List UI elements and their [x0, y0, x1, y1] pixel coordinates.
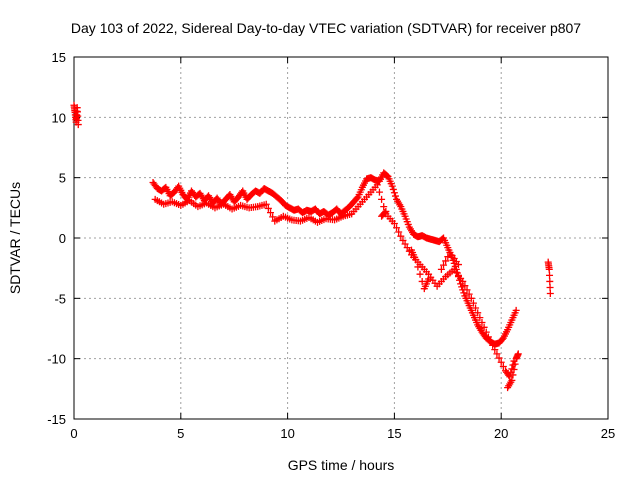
data-point-fill [465, 290, 473, 298]
y-tick-label: 15 [52, 50, 66, 65]
plot-frame [73, 56, 609, 420]
data-point-fill [414, 263, 422, 271]
data-point-fill [499, 363, 507, 371]
data-point [493, 350, 501, 358]
data-point-fill [463, 286, 471, 294]
data-point [454, 261, 462, 269]
data-point-fill [390, 189, 398, 197]
data-point-fill [510, 366, 518, 374]
data-point-fill [474, 309, 482, 317]
series-1 [70, 101, 554, 348]
data-point-fill [458, 283, 466, 291]
data-point [382, 207, 390, 215]
data-point [412, 256, 420, 264]
data-point [476, 314, 484, 322]
data-point-fill [460, 289, 468, 297]
grid [74, 57, 608, 419]
data-point-fill [472, 304, 480, 312]
data-point-fill [546, 283, 554, 291]
data-point [262, 200, 270, 208]
data-point-fill [495, 354, 503, 362]
data-point-fill [380, 203, 388, 211]
x-axis-label: GPS time / hours [288, 457, 395, 473]
data-point-fill [509, 371, 517, 379]
data-point-fill [403, 244, 411, 252]
series-3 [378, 207, 522, 392]
data-point-fill [469, 299, 477, 307]
y-tick-label: 5 [59, 171, 66, 186]
chart-title: Day 103 of 2022, Sidereal Day-to-day VTE… [71, 20, 581, 36]
y-tick-label: 10 [52, 110, 66, 125]
data-point [484, 333, 492, 341]
data-point-fill [391, 192, 399, 200]
data-point [399, 236, 407, 244]
data-point [373, 181, 381, 189]
data-point-fill [546, 277, 554, 285]
data-point-fill [444, 253, 452, 261]
y-tick-label: 0 [59, 231, 66, 246]
data-point [512, 306, 520, 314]
x-tick-label: 20 [494, 426, 508, 441]
y-axis-label: SDTVAR / TECUs [7, 182, 23, 294]
data-point-fill [461, 282, 469, 290]
data-point-fill [381, 209, 389, 217]
data-point-fill [375, 188, 383, 196]
data-point-fill [442, 257, 450, 265]
data-point [459, 277, 467, 285]
data-point [514, 350, 522, 358]
data-point [390, 220, 398, 228]
data-point-fill [497, 358, 505, 366]
data-point-fill [395, 228, 403, 236]
data-point-fill [511, 360, 519, 368]
data-point [425, 275, 433, 283]
data-point-fill [416, 270, 424, 278]
data-point [388, 182, 396, 190]
data-point [508, 376, 516, 384]
data-point-fill [397, 232, 405, 240]
x-tick-label: 5 [177, 426, 184, 441]
data-point-fill [482, 328, 490, 336]
data-point-fill [401, 240, 409, 248]
data-point-fill [264, 204, 272, 212]
data-point-fill [389, 185, 397, 193]
data-point-fill [440, 261, 448, 269]
data-point-fill [378, 195, 386, 203]
data-point-fill [478, 318, 486, 326]
data-point [74, 121, 82, 129]
data-point-fill [480, 323, 488, 331]
axis-ticks: 0 5 10 15 20 25 15 10 5 0 -5 -10 -15 [47, 50, 615, 441]
data-point-fill [269, 213, 277, 221]
series-2 [151, 181, 518, 381]
data-point [467, 294, 475, 302]
data-point-fill [491, 346, 499, 354]
data-point [545, 265, 553, 273]
data-point-fill [393, 224, 401, 232]
y-tick-label: -5 [54, 291, 66, 306]
data-point-fill [487, 337, 495, 345]
data-points [70, 101, 554, 392]
data-point [546, 290, 554, 298]
data-point-fill [267, 209, 275, 217]
x-tick-label: 15 [387, 426, 401, 441]
x-tick-label: 25 [601, 426, 615, 441]
y-tick-label: -10 [47, 352, 66, 367]
x-tick-label: 10 [280, 426, 294, 441]
y-tick-label: -15 [47, 412, 66, 427]
x-tick-label: 0 [70, 426, 77, 441]
data-point-fill [546, 271, 554, 279]
data-point-fill [489, 341, 497, 349]
data-point-fill [353, 194, 361, 202]
data-point [437, 265, 445, 273]
